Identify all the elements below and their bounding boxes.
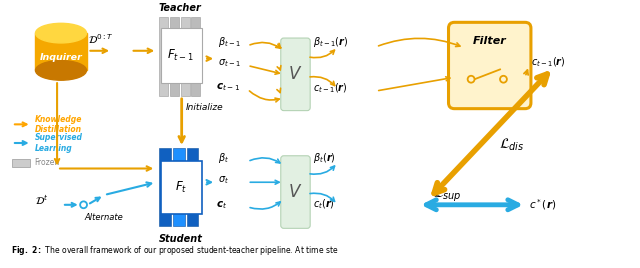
Bar — [170, 17, 179, 96]
Text: Teacher: Teacher — [158, 3, 201, 13]
Text: $\boldsymbol{c}_t$: $\boldsymbol{c}_t$ — [216, 199, 227, 211]
Text: Alternate: Alternate — [84, 213, 124, 222]
Text: $F_{t-1}$: $F_{t-1}$ — [168, 48, 194, 63]
Text: $\sigma_t$: $\sigma_t$ — [218, 174, 229, 186]
Text: $\boldsymbol{c}_{t-1}$: $\boldsymbol{c}_{t-1}$ — [216, 81, 240, 93]
Circle shape — [468, 76, 474, 83]
Text: Filter: Filter — [473, 36, 507, 46]
Text: $c_{t-1}(\boldsymbol{r})$: $c_{t-1}(\boldsymbol{r})$ — [313, 81, 348, 95]
Bar — [35, 33, 86, 70]
Text: $\sigma_{t-1}$: $\sigma_{t-1}$ — [218, 58, 241, 69]
Bar — [12, 159, 29, 166]
Text: $c_{t-1}(\boldsymbol{r})$: $c_{t-1}(\boldsymbol{r})$ — [531, 56, 566, 69]
Text: $\mathcal{D}^{0:T}$: $\mathcal{D}^{0:T}$ — [88, 32, 113, 46]
FancyBboxPatch shape — [449, 22, 531, 109]
Ellipse shape — [35, 61, 86, 80]
Text: Knowledge
Distillation: Knowledge Distillation — [35, 115, 82, 134]
Text: $\beta_{t-1}(\boldsymbol{r})$: $\beta_{t-1}(\boldsymbol{r})$ — [313, 35, 349, 49]
Bar — [173, 148, 184, 226]
Bar — [191, 17, 200, 96]
Text: $c_t(\boldsymbol{r})$: $c_t(\boldsymbol{r})$ — [313, 197, 335, 211]
Text: $\beta_t(\boldsymbol{r})$: $\beta_t(\boldsymbol{r})$ — [313, 151, 336, 165]
Text: Supervised
Learning: Supervised Learning — [35, 133, 83, 153]
Ellipse shape — [35, 23, 86, 43]
Text: $\mathcal{L}_{dis}$: $\mathcal{L}_{dis}$ — [499, 137, 524, 153]
Bar — [159, 17, 168, 96]
Bar — [180, 17, 189, 96]
Circle shape — [80, 201, 87, 208]
FancyBboxPatch shape — [281, 38, 310, 111]
Text: $\mathbf{Fig.\ 2:}$ The overall framework of our proposed student-teacher pipeli: $\mathbf{Fig.\ 2:}$ The overall framewor… — [11, 244, 339, 257]
Bar — [187, 148, 198, 226]
FancyBboxPatch shape — [281, 156, 310, 228]
FancyBboxPatch shape — [161, 161, 202, 214]
Text: $\mathcal{D}^t$: $\mathcal{D}^t$ — [35, 193, 49, 207]
Text: Student: Student — [159, 234, 203, 244]
Text: $F_t$: $F_t$ — [175, 180, 187, 195]
Text: Inquirer: Inquirer — [40, 53, 83, 62]
Circle shape — [500, 76, 507, 83]
Text: $V$: $V$ — [288, 65, 303, 83]
Text: $\beta_{t-1}$: $\beta_{t-1}$ — [218, 35, 241, 49]
Text: $\mathcal{L}_{sup}$: $\mathcal{L}_{sup}$ — [433, 186, 461, 204]
Text: $\beta_t$: $\beta_t$ — [218, 151, 229, 165]
FancyBboxPatch shape — [161, 28, 202, 83]
Text: Initialize: Initialize — [186, 103, 223, 112]
Bar — [159, 148, 171, 226]
Text: $V$: $V$ — [288, 183, 303, 201]
Text: Frozen: Frozen — [35, 158, 60, 167]
Text: $c^*(\boldsymbol{r})$: $c^*(\boldsymbol{r})$ — [529, 198, 556, 212]
